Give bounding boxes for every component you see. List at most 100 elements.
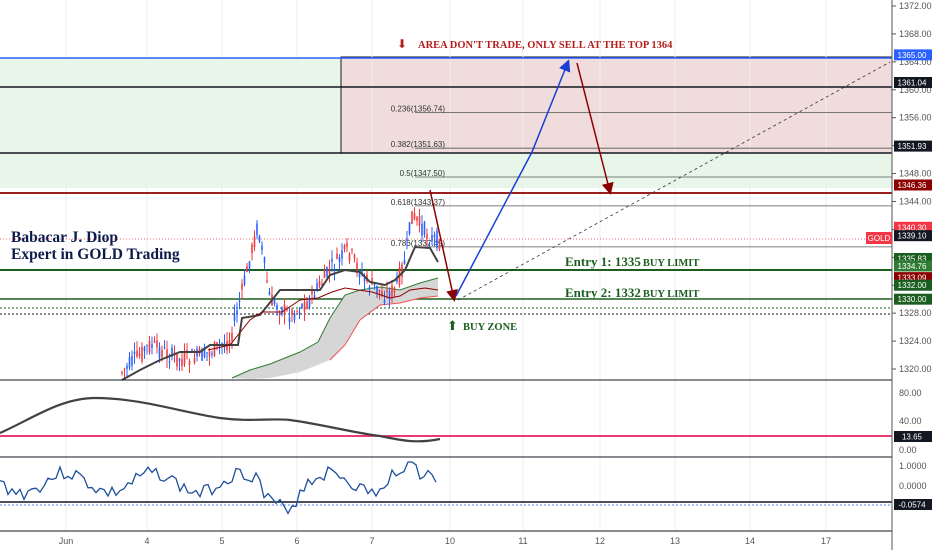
price-label-bg [894,293,932,305]
candle-body [216,342,218,345]
x-tick-label: 12 [595,536,605,546]
candle-body [323,269,326,279]
candle-body [178,358,181,362]
candle-body [376,285,378,294]
x-tick-label: Jun [59,536,74,546]
fib-label: 0.382(1351.63) [391,140,446,149]
candle-body [203,347,206,358]
candle-body [311,288,313,295]
candle-body [333,269,336,272]
candle-body [148,340,151,353]
conversion-line [207,287,439,351]
x-tick-label: 7 [369,536,374,546]
candle-body [373,283,376,286]
candle-body [136,350,138,357]
candle-body [268,291,271,296]
symbol-badge [866,232,892,244]
x-tick-label: 11 [518,536,527,546]
candle-body [163,347,166,349]
vertical-grid [65,0,827,531]
y-tick-label: 1328.00 [899,308,932,318]
candle-body [293,313,296,320]
indicator2-line [0,461,437,515]
y-tick-label: 1360.00 [899,85,932,95]
candle-body [141,346,143,362]
candle-body [383,300,386,304]
author-name: Babacar J. Diop [11,229,118,246]
candle-body [416,216,418,221]
price-label-bg [894,179,932,191]
candle-body [426,234,428,239]
candle-body [436,230,438,248]
candle-body [261,245,263,250]
candle-body [236,310,238,315]
candle-body [288,316,291,323]
candle-body [191,349,193,352]
price-label: 1339.10 [898,232,927,241]
candle-body [406,238,408,241]
candle-body [418,215,421,226]
candle-body [131,356,133,366]
price-label-bg [894,260,932,272]
candle-body [281,307,283,315]
candle-body [153,340,156,343]
top-warning-text: AREA DON'T TRADE, ONLY SELL AT THE TOP 1… [418,40,673,51]
candle-body [121,371,123,374]
candle-body [378,289,381,292]
candle-body [321,283,323,285]
candle-body [428,244,431,246]
price-label: 1333.09 [898,274,927,283]
price-label-bg [894,279,932,291]
up-arrow-icon: ⬆ [447,318,458,333]
candle-body [358,273,361,278]
candle-body [386,290,388,292]
drop-arrow [429,189,458,302]
ind1-tick-label: 0.00 [899,445,917,455]
candle-body [228,340,231,344]
price-label: 1351.93 [898,142,927,151]
candle-body [356,262,358,272]
candle-body [193,357,196,364]
candle-body [313,295,316,299]
candle-body [391,285,393,297]
candle-body [363,277,366,282]
candle-body [188,360,191,365]
author-title: Expert in GOLD Trading [11,246,180,263]
candle-body [151,344,153,348]
candle-body [156,340,158,347]
candle-body [208,351,211,357]
ind2-tick-label: 0.0000 [899,481,927,491]
y-tick-label: 1368.00 [899,29,932,39]
price-label-bg [894,77,932,89]
fib-label: 0.5(1347.50) [400,169,446,178]
ind2-value: -0.0574 [898,501,926,510]
price-label-bg [894,49,932,61]
cloud-span-a [231,277,439,379]
x-tick-label: 10 [445,536,455,546]
candle-body [133,351,136,355]
price-label: 1335.83 [898,254,927,263]
y-tick-label: 1348.00 [899,169,932,179]
candle-body [206,352,208,354]
candle-body [348,253,351,261]
ind1-tick-label: 40.00 [899,416,922,426]
down-arrow-icon: ⬇ [397,37,407,51]
candle-body [253,236,256,248]
candle-body [256,223,258,236]
sell-arrow [576,62,614,195]
candle-body [368,286,371,289]
candle-body [331,258,333,262]
candle-body [176,354,178,367]
candle-body [273,299,276,305]
candle-body [126,365,128,369]
symbol-label: GOLD [868,234,891,243]
candle-body [211,353,213,355]
candle-body [306,301,308,309]
candle-body [171,347,173,357]
candle-body [283,304,286,315]
x-tick-label: 4 [144,536,149,546]
candle-body [336,253,338,259]
candle-body [198,348,201,354]
candle-body [326,267,328,277]
